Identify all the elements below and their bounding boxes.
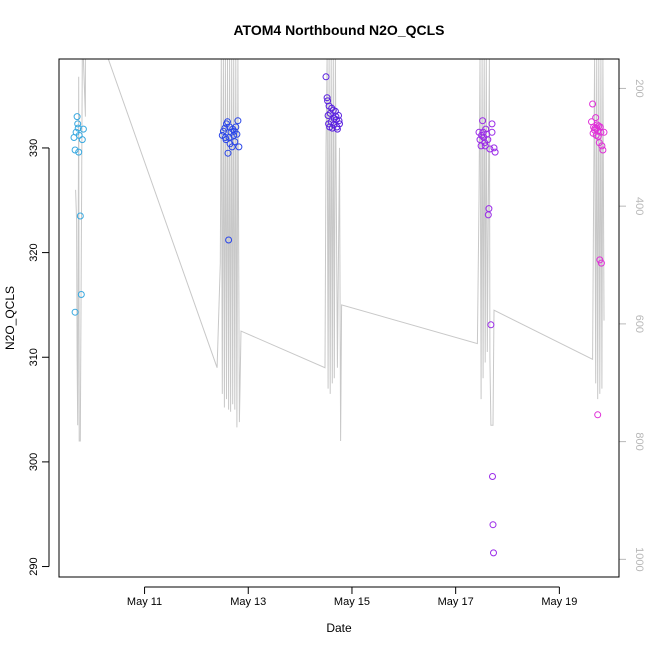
data-point <box>225 236 233 244</box>
data-point <box>71 308 79 316</box>
data-point <box>479 128 487 136</box>
data-point <box>599 146 607 154</box>
series-2 <box>218 117 243 244</box>
data-point <box>490 549 497 557</box>
data-point <box>490 144 498 152</box>
data-point <box>488 120 496 128</box>
data-point <box>481 142 489 150</box>
data-point <box>333 123 341 131</box>
data-point <box>74 124 82 132</box>
data-point <box>221 134 229 141</box>
y2-tick-label: 1000 <box>633 547 645 571</box>
data-point <box>74 120 82 128</box>
data-point <box>594 411 602 419</box>
y-tick-label: 290 <box>28 557 40 575</box>
series-4 <box>475 117 499 557</box>
points-layer <box>70 73 608 557</box>
data-point <box>322 73 330 81</box>
data-point <box>328 104 336 112</box>
x-tick-label: May 17 <box>438 596 474 608</box>
data-point <box>78 136 86 144</box>
data-point <box>324 97 332 105</box>
data-point <box>484 136 492 144</box>
data-point <box>597 128 605 136</box>
data-point <box>488 128 496 136</box>
data-point <box>77 291 85 298</box>
data-point <box>71 146 79 154</box>
series-5 <box>588 100 608 419</box>
data-point <box>489 473 496 480</box>
data-point <box>479 117 487 125</box>
data-point <box>75 148 83 156</box>
series-3 <box>322 73 343 133</box>
data-point <box>234 117 242 125</box>
data-point <box>76 212 84 220</box>
x-tick-label: May 15 <box>334 596 370 608</box>
data-point <box>323 94 331 102</box>
plot-frame <box>58 58 620 578</box>
data-point <box>486 145 494 153</box>
y-axis-label: N2O_QCLS <box>3 286 17 350</box>
data-point <box>600 128 608 136</box>
data-point <box>487 321 495 329</box>
data-point <box>230 127 238 135</box>
data-point <box>324 112 332 119</box>
data-point <box>591 124 599 132</box>
y2-tick-label: 600 <box>633 315 645 333</box>
x-axis-label: Date <box>326 621 352 635</box>
y2-tick-label: 800 <box>633 432 645 450</box>
data-point <box>589 100 597 108</box>
data-point <box>326 123 334 131</box>
data-point <box>226 123 234 131</box>
y-tick-label: 310 <box>28 348 40 366</box>
data-point <box>335 117 343 125</box>
data-point <box>231 138 239 146</box>
y2-tick-label: 200 <box>633 79 645 97</box>
data-point <box>73 113 81 121</box>
data-point <box>235 143 243 151</box>
series-1 <box>70 113 87 316</box>
data-point <box>485 205 493 213</box>
data-point <box>224 149 232 157</box>
y-tick-label: 330 <box>28 139 40 157</box>
x-tick-label: May 13 <box>230 596 266 608</box>
data-point <box>489 521 497 529</box>
x-tick-label: May 11 <box>127 596 162 608</box>
data-point <box>79 125 87 133</box>
data-point <box>597 259 605 267</box>
data-point <box>221 124 229 132</box>
data-point <box>491 148 499 156</box>
y-tick-label: 320 <box>28 243 40 261</box>
x-tick-label: May 19 <box>541 596 577 608</box>
data-point <box>592 114 600 122</box>
data-point <box>596 123 604 131</box>
chart-title: ATOM4 Northbound N2O_QCLS <box>233 22 444 38</box>
data-point <box>592 131 600 139</box>
y2-tick-label: 400 <box>633 197 645 215</box>
data-point <box>598 142 606 150</box>
y-tick-label: 300 <box>28 453 40 471</box>
data-point <box>595 122 603 130</box>
